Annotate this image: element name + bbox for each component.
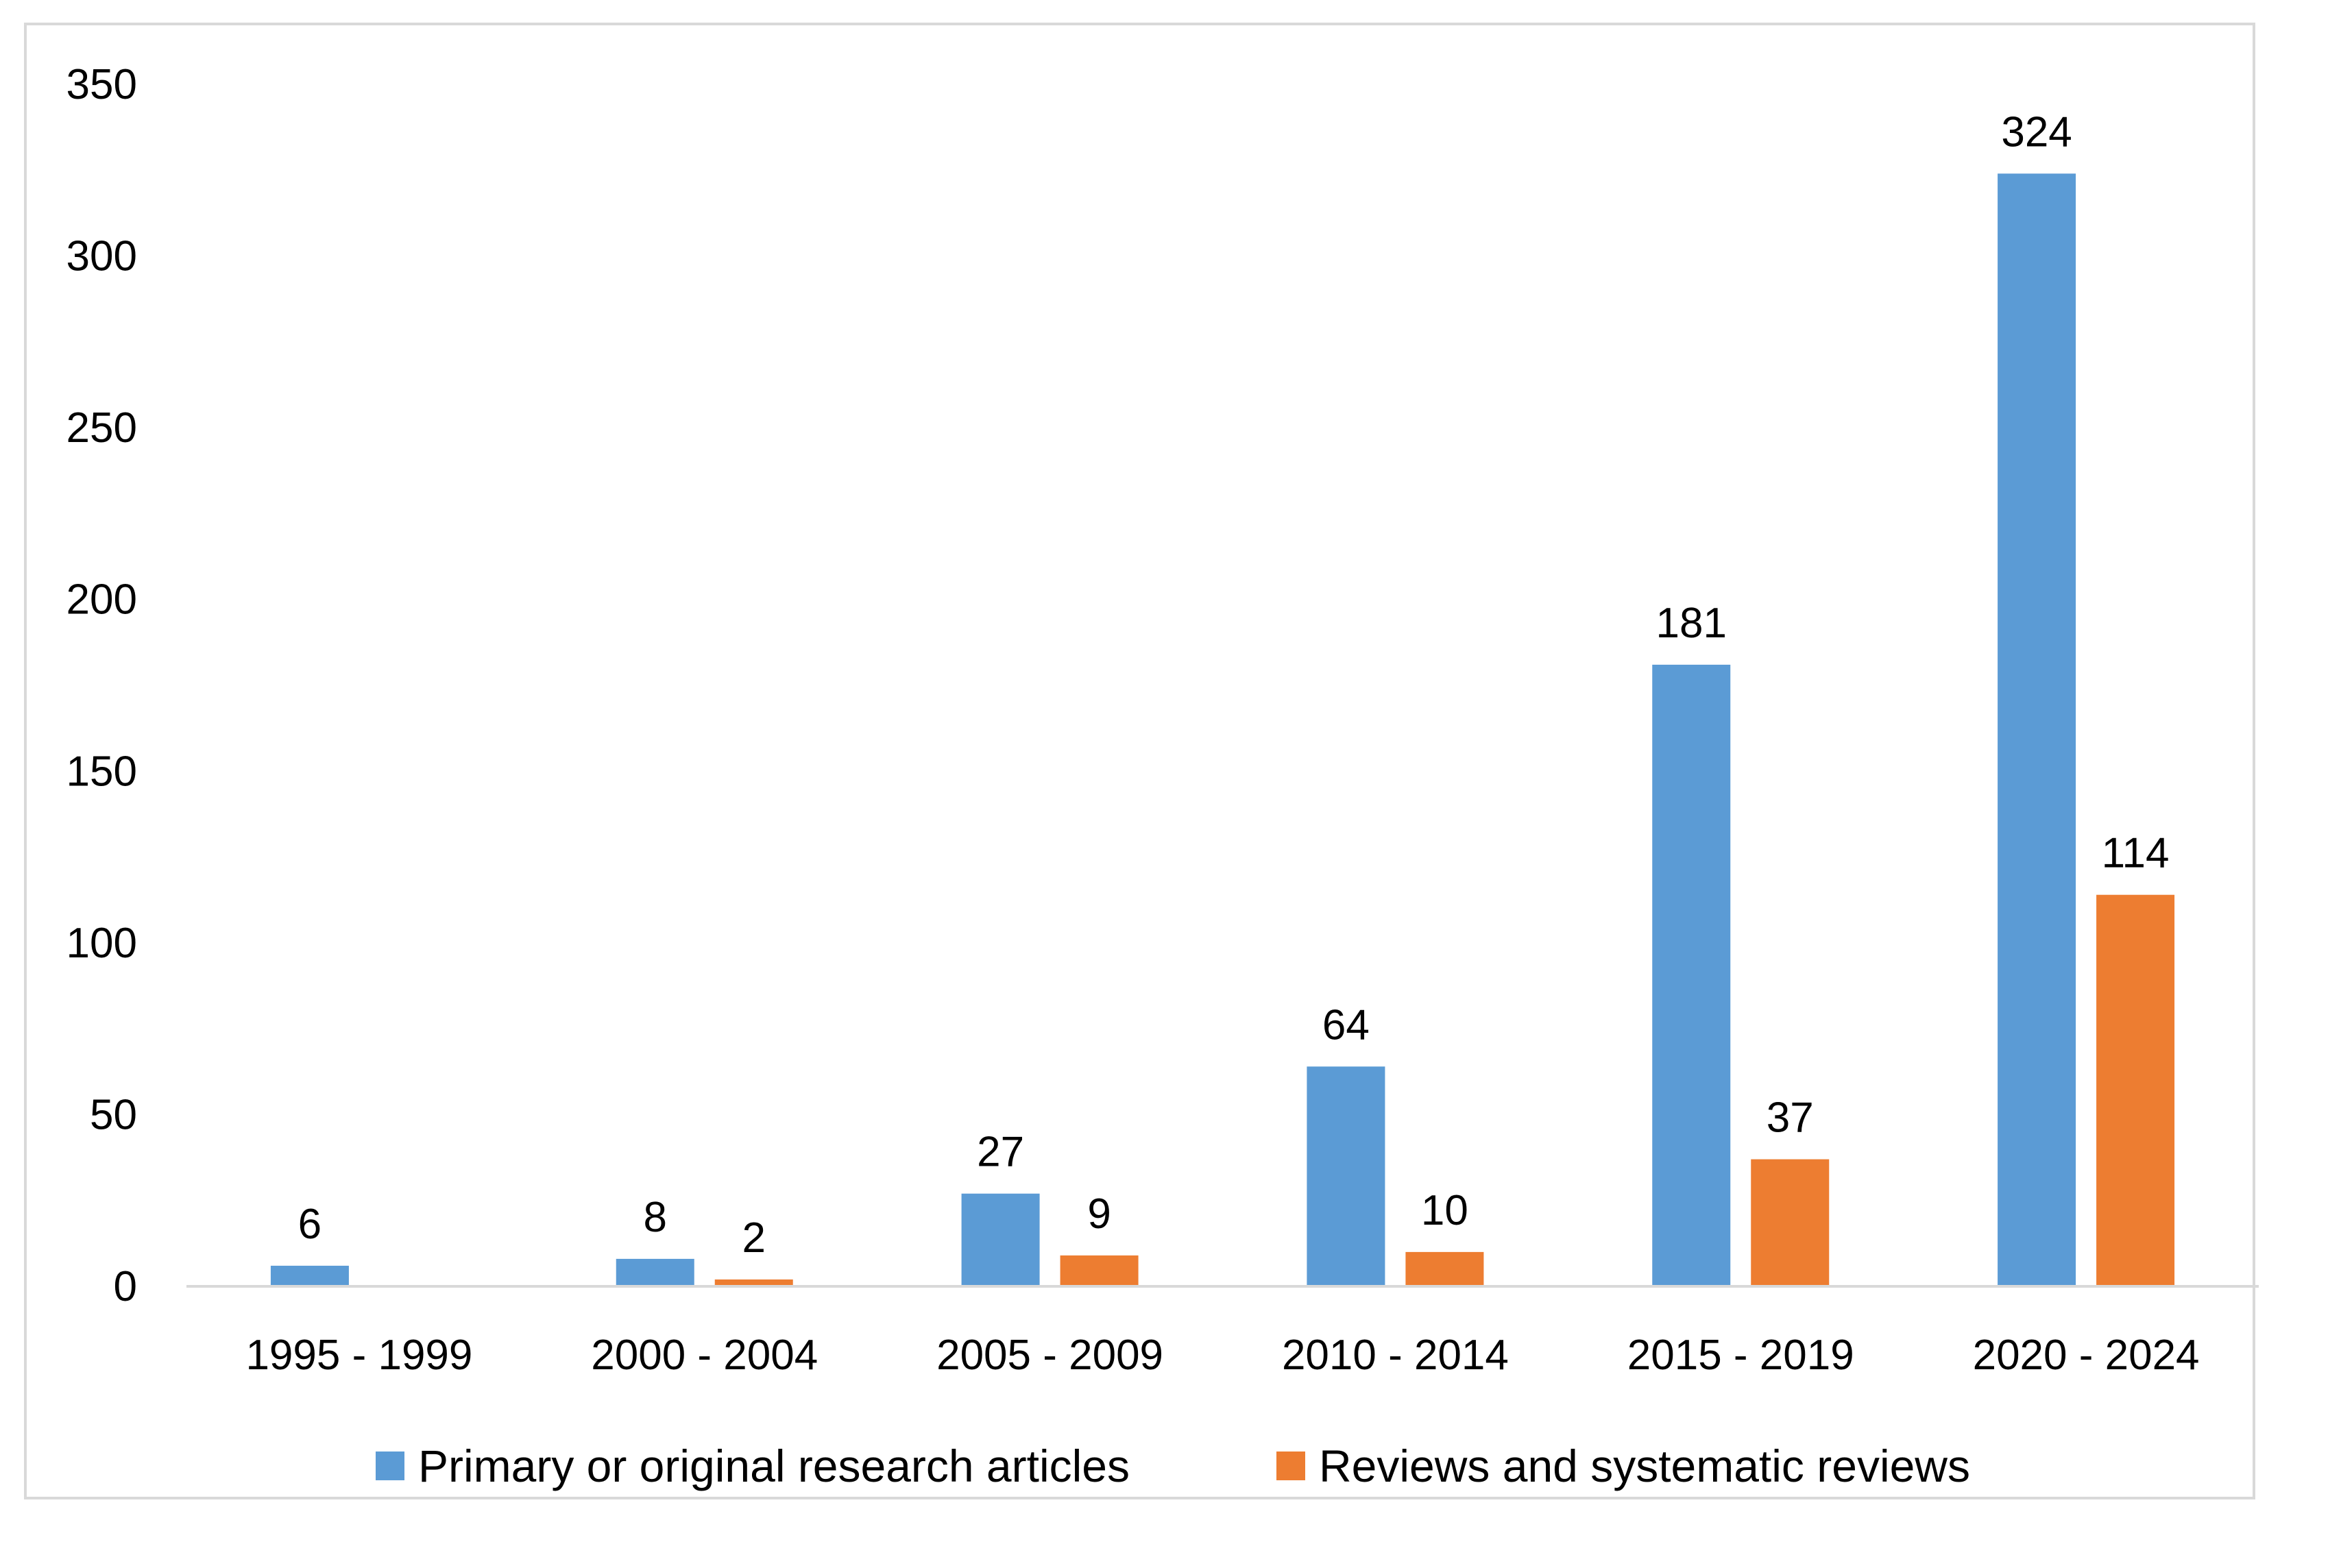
bar-series-1 xyxy=(1998,173,2076,1287)
data-label: 6 xyxy=(298,1201,322,1248)
y-tick-label: 100 xyxy=(66,920,137,967)
bar-series-1 xyxy=(1307,1066,1385,1286)
y-tick-label: 50 xyxy=(90,1091,137,1138)
y-tick-label: 350 xyxy=(66,61,137,108)
data-label: 8 xyxy=(644,1194,667,1241)
bar-series-2 xyxy=(1405,1251,1484,1286)
y-tick-label: 200 xyxy=(66,576,137,624)
x-category-label: 2020 - 2024 xyxy=(1973,1332,2200,1379)
data-label: 114 xyxy=(2102,830,2170,877)
y-tick-label: 150 xyxy=(66,748,137,795)
x-category-label: 2010 - 2014 xyxy=(1282,1332,1509,1379)
x-category-label: 1995 - 1999 xyxy=(245,1332,472,1379)
bar-series-2 xyxy=(714,1279,793,1286)
chart-frame xyxy=(24,23,2255,1499)
data-label: 37 xyxy=(1767,1094,1814,1142)
plot-area: 6 8 2 27 9 64 10 181 37 324 114 xyxy=(270,108,2175,1287)
data-label: 9 xyxy=(1087,1190,1111,1238)
y-tick-label: 300 xyxy=(66,233,137,280)
legend-label: Primary or original research articles xyxy=(418,1441,1130,1491)
y-axis: 0 50 100 150 200 250 300 350 xyxy=(66,61,137,1310)
legend-label: Reviews and systematic reviews xyxy=(1319,1441,1970,1491)
data-label: 10 xyxy=(1421,1187,1468,1234)
bar-series-1 xyxy=(1652,664,1731,1286)
legend-swatch xyxy=(376,1451,404,1480)
x-category-label: 2000 - 2004 xyxy=(591,1332,818,1379)
data-label: 27 xyxy=(977,1129,1024,1176)
y-tick-label: 250 xyxy=(66,404,137,452)
bar-series-2 xyxy=(1751,1159,1830,1286)
x-category-label: 2015 - 2019 xyxy=(1627,1332,1854,1379)
legend-swatch xyxy=(1276,1451,1305,1480)
bar-series-2 xyxy=(2096,894,2175,1286)
data-label: 64 xyxy=(1322,1001,1370,1049)
bar-series-2 xyxy=(1060,1255,1139,1286)
data-label: 324 xyxy=(2001,108,2072,156)
bar-series-1 xyxy=(270,1265,349,1286)
bar-series-1 xyxy=(616,1258,694,1286)
y-tick-label: 0 xyxy=(114,1263,137,1310)
x-axis: 1995 - 1999 2000 - 2004 2005 - 2009 2010 - … xyxy=(186,1285,2259,1379)
legend: Primary or original research articles Rev… xyxy=(376,1441,1970,1491)
bar-series-1 xyxy=(961,1193,1040,1286)
data-label: 181 xyxy=(1656,600,1727,647)
data-label: 2 xyxy=(742,1214,766,1262)
x-category-label: 2005 - 2009 xyxy=(936,1332,1163,1379)
